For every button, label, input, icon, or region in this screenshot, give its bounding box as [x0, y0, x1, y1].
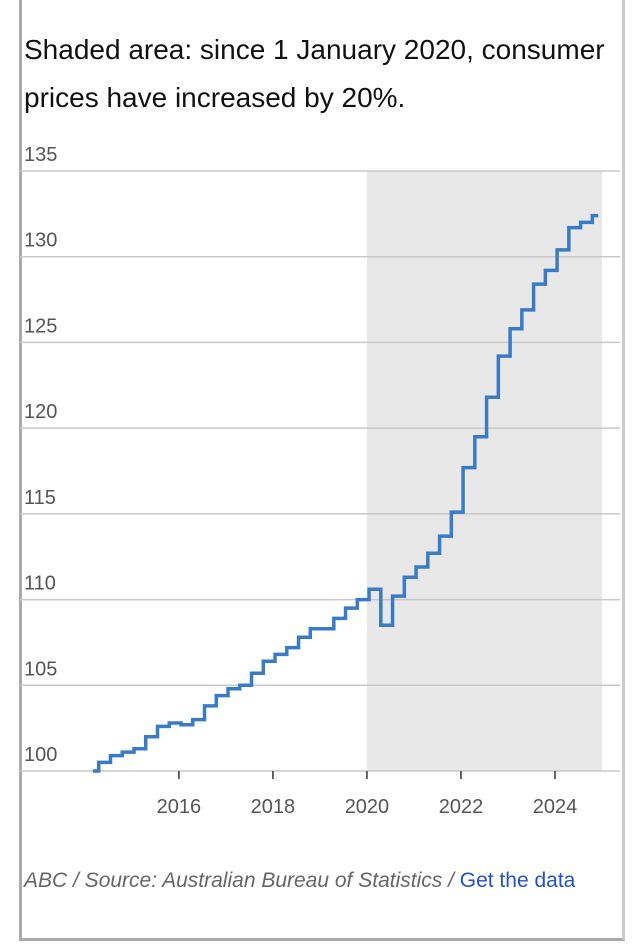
y-tick-label: 135: [24, 144, 57, 166]
y-tick-label: 110: [24, 573, 56, 595]
cpi-line: [92, 213, 599, 773]
footer: ABC / Source: Australian Bureau of Stati…: [24, 864, 614, 898]
frame: [19, 0, 625, 941]
y-tick-label: 105: [24, 658, 57, 680]
y-tick-label: 115: [24, 487, 56, 509]
chart-title: Shaded area: since 1 January 2020, consu…: [24, 34, 605, 113]
y-tick-label: 100: [24, 744, 57, 766]
y-tick-label: 125: [24, 315, 57, 337]
x-tick-label: 2016: [157, 796, 202, 818]
source: ABC / Source: Australian Bureau of Stati…: [24, 869, 460, 892]
y-tick-label: 130: [24, 230, 57, 252]
x-tick-label: 2024: [533, 796, 578, 818]
shaded-region: [366, 171, 602, 771]
x-tick-label: 2022: [439, 796, 484, 818]
data-link[interactable]: Get the data: [459, 869, 576, 892]
x-tick-label: 2020: [345, 796, 390, 818]
y-tick-label: 120: [24, 401, 57, 423]
x-tick-label: 2018: [251, 796, 296, 818]
